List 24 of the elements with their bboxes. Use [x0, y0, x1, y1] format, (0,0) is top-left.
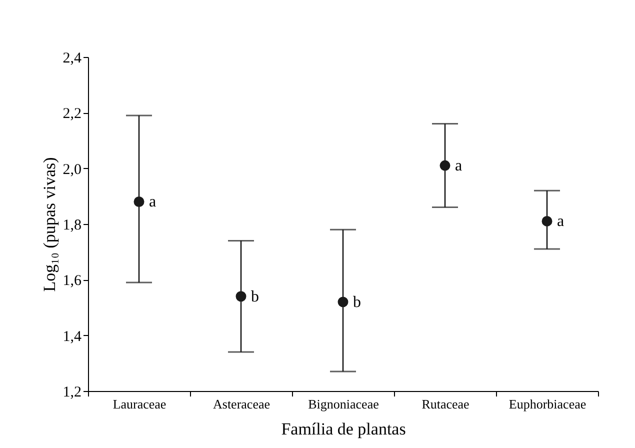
x-tick-label: Rutaceae: [422, 396, 470, 412]
point: [440, 160, 450, 171]
annotation: a: [455, 158, 462, 175]
x-tick-label: Asteraceae: [212, 396, 270, 412]
annotation: a: [149, 194, 156, 211]
y-tick-label: 1,2: [62, 384, 82, 400]
annotation: a: [557, 213, 564, 230]
y-tick-label: 2,4: [62, 50, 82, 66]
annotation: b: [353, 294, 361, 311]
point: [542, 216, 552, 226]
x-tick-label: Euphorbiaceae: [508, 396, 586, 412]
point: [338, 296, 348, 308]
annotation: b: [251, 288, 259, 306]
y-axis-title: Log₁₀ (pupas vivas): [40, 157, 59, 292]
point: [134, 196, 144, 207]
y-tick-label: 1,4: [62, 328, 82, 345]
y-tick-label: 2,2: [62, 106, 82, 122]
point: [236, 291, 246, 302]
x-axis-title: Família de plantas: [281, 420, 406, 438]
y-tick-label: 1,8: [62, 218, 82, 234]
y-tick-label: 1,6: [62, 273, 82, 290]
x-tick-label: Lauraceae: [112, 396, 166, 412]
y-tick-label: 2,0: [62, 162, 82, 178]
x-tick-label: Bignoniaceae: [308, 396, 380, 412]
